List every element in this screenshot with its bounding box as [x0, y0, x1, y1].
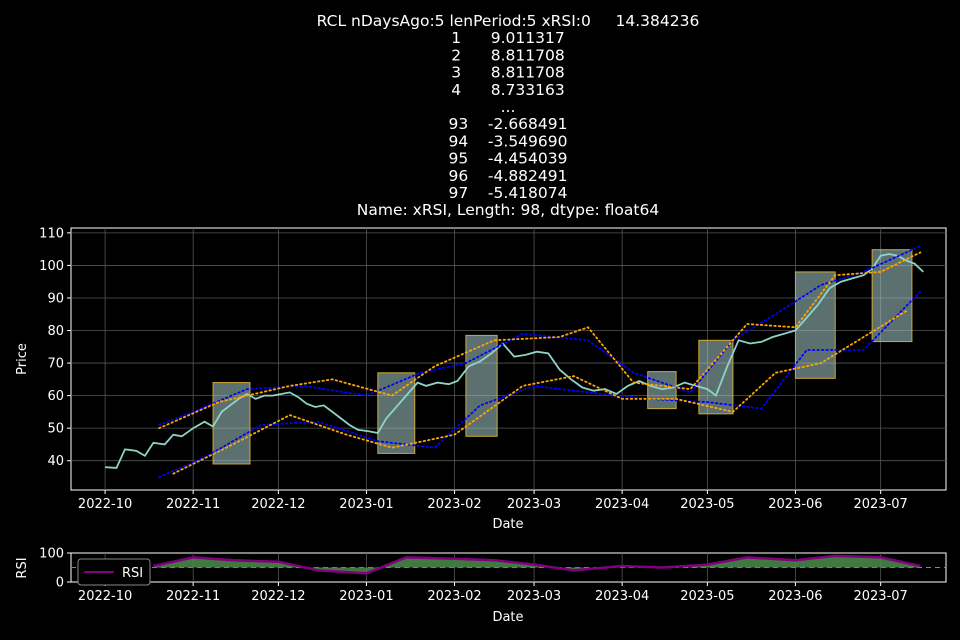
y-tick-label: 90	[47, 291, 64, 306]
series-bb-inner-upper	[158, 251, 922, 430]
y-tick-label: 110	[39, 226, 64, 241]
legend-rsi-label: RSI	[122, 566, 143, 581]
title-line: 4 8.733163	[451, 81, 564, 99]
rsi-y-tick-label: 100	[39, 547, 64, 562]
price-y-ticks: 40 50 60 70 80 90 100 110	[39, 226, 71, 469]
y-tick-label: 40	[47, 454, 64, 469]
rsi-x-axis-label: Date	[492, 610, 523, 625]
y-tick-label: 70	[47, 357, 64, 372]
series-bb-outer-lower	[158, 290, 922, 478]
shaded-region	[377, 372, 416, 454]
y-tick-label: 80	[47, 324, 64, 339]
rsi-area-fill	[153, 555, 921, 574]
price-panel: 2022-10 2022-11 2022-12 2023-01 2023-02 2023-…	[15, 226, 947, 532]
rsi-x-tick-label: 2022-10	[78, 589, 132, 604]
x-tick-label: 2023-03	[507, 497, 561, 512]
title-line: 95 -4.454039	[449, 150, 568, 168]
y-tick-label: 100	[39, 259, 64, 274]
series-bb-outer-upper	[158, 245, 922, 426]
rsi-line	[153, 554, 921, 575]
rsi-series	[153, 554, 921, 575]
series-bb-inner-lower	[172, 310, 908, 475]
y-tick-label: 50	[47, 422, 64, 437]
title-line: 1 9.011317	[451, 29, 564, 47]
rsi-x-tick-label: 2022-11	[166, 589, 220, 604]
figure-title: RCL nDaysAgo:5 lenPeriod:5 xRSI:0 14.384…	[317, 12, 700, 219]
price-series	[105, 245, 924, 478]
x-tick-label: 2023-06	[768, 497, 822, 512]
x-tick-label: 2022-10	[78, 497, 132, 512]
rsi-x-tick-label: 2023-02	[427, 589, 481, 604]
price-y-axis-label: Price	[15, 343, 30, 375]
title-line: 3 8.811708	[451, 64, 564, 82]
rsi-x-tick-label: 2023-03	[507, 589, 561, 604]
x-tick-label: 2023-07	[853, 497, 907, 512]
x-tick-label: 2022-11	[166, 497, 220, 512]
title-line: ...	[501, 98, 516, 116]
rsi-panel: 2022-10 2022-11 2022-12 2023-01 2023-02 2023-…	[15, 547, 947, 625]
rsi-x-tick-label: 2023-07	[853, 589, 907, 604]
rsi-x-ticks: 2022-10 2022-11 2022-12 2023-01 2023-02 2023-…	[78, 582, 908, 604]
rsi-x-tick-label: 2023-01	[339, 589, 393, 604]
series-price	[105, 253, 924, 469]
rsi-y-tick-label: 0	[56, 576, 64, 591]
rsi-x-tick-label: 2023-05	[680, 589, 734, 604]
title-line: 2 8.811708	[451, 46, 564, 64]
x-tick-label: 2023-05	[680, 497, 734, 512]
title-line: RCL nDaysAgo:5 lenPeriod:5 xRSI:0 14.384…	[317, 12, 700, 30]
rsi-x-tick-label: 2022-12	[251, 589, 305, 604]
price-x-ticks: 2022-10 2022-11 2022-12 2023-01 2023-02 2023-…	[78, 490, 908, 512]
title-line: 97 -5.418074	[449, 184, 568, 202]
title-line: Name: xRSI, Length: 98, dtype: float64	[357, 201, 659, 219]
title-line: 93 -2.668491	[449, 115, 568, 133]
x-tick-label: 2023-01	[339, 497, 393, 512]
title-line: 96 -4.882491	[449, 167, 568, 185]
shaded-region	[647, 371, 677, 410]
rsi-legend: RSI	[77, 558, 151, 586]
rsi-y-ticks: 0 100	[39, 547, 71, 591]
rsi-x-tick-label: 2023-04	[595, 589, 649, 604]
title-line: 94 -3.549690	[449, 132, 568, 150]
x-tick-label: 2022-12	[251, 497, 305, 512]
rsi-x-tick-label: 2023-06	[768, 589, 822, 604]
y-tick-label: 60	[47, 389, 64, 404]
price-x-axis-label: Date	[492, 517, 523, 532]
x-tick-label: 2023-02	[427, 497, 481, 512]
x-tick-label: 2023-04	[595, 497, 649, 512]
rsi-y-axis-label: RSI	[15, 557, 30, 578]
